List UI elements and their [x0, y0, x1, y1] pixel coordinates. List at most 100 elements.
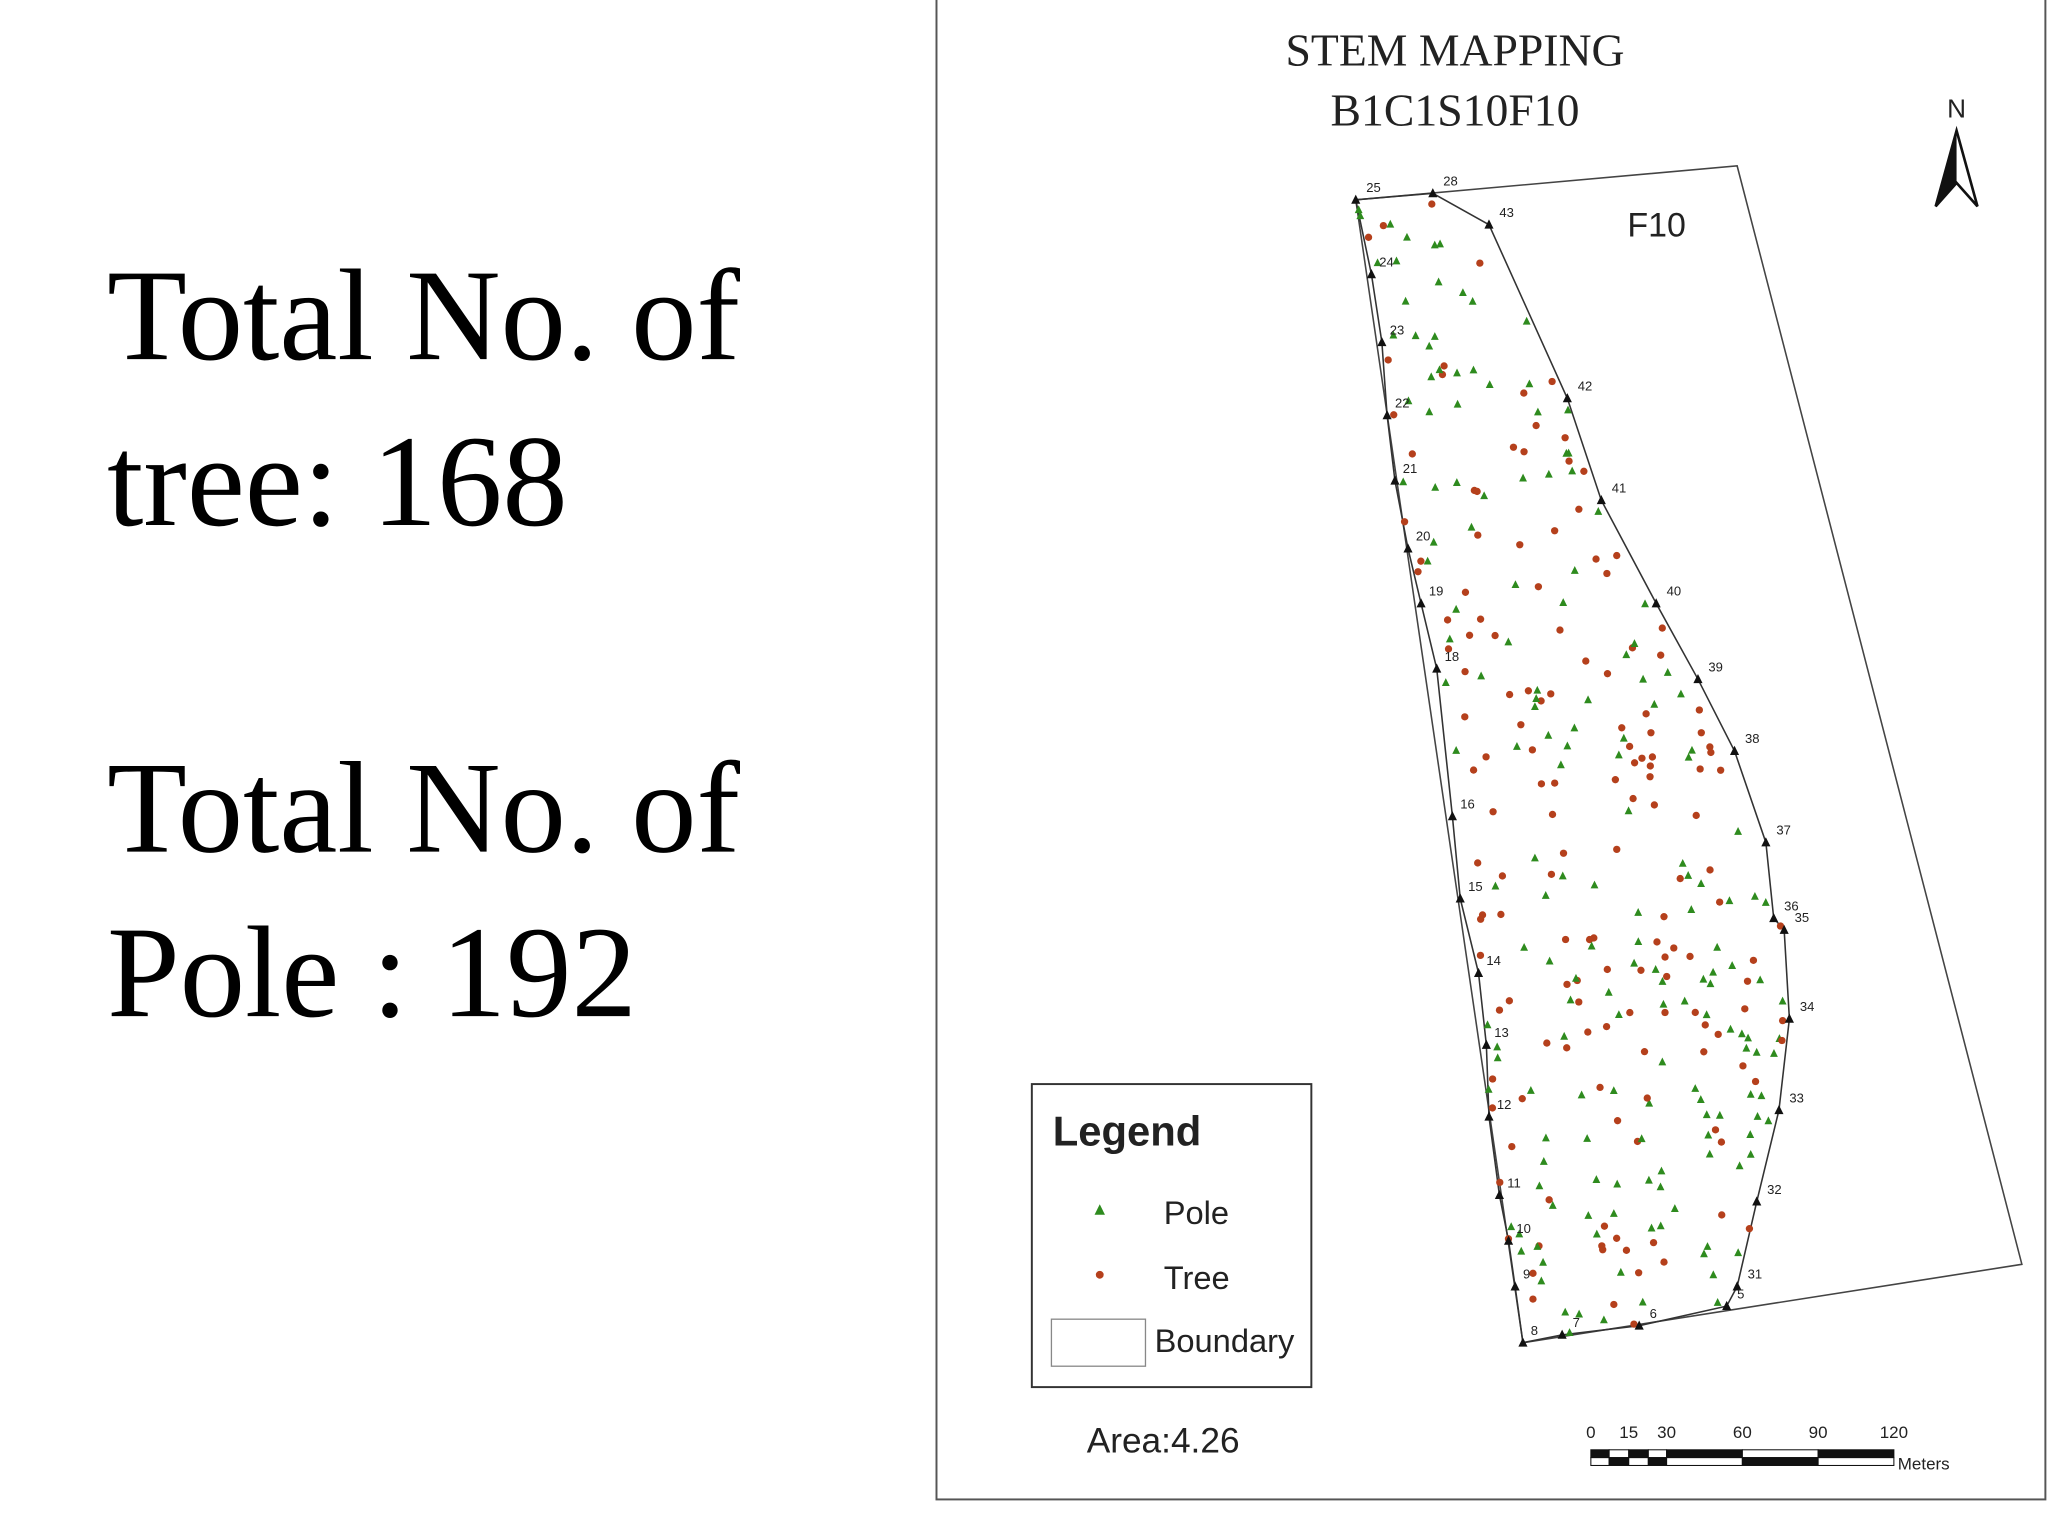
pole-point: [1425, 407, 1434, 416]
boundary-vertex: [1351, 194, 1361, 204]
pole-point: [1425, 341, 1434, 350]
pole-point: [1624, 806, 1633, 815]
tree-point: [1565, 457, 1573, 465]
pole-point: [1522, 316, 1531, 325]
tree-point: [1556, 626, 1564, 634]
scale-segment: [1590, 1457, 1610, 1466]
tree-point: [1592, 555, 1600, 563]
tree-point: [1461, 667, 1469, 676]
tree-point: [1537, 780, 1546, 788]
pole-point: [1647, 1223, 1656, 1232]
tree-point: [1400, 518, 1409, 526]
tree-point: [1575, 998, 1583, 1006]
tree-point: [1653, 938, 1661, 946]
tree-point: [1443, 616, 1452, 624]
pole-point: [1592, 1175, 1601, 1183]
pole-point: [1445, 634, 1454, 643]
map: STEM MAPPING B1C1S10F10 N F10 25 28 43 42 41…: [935, 0, 2047, 1501]
tree-point: [1534, 583, 1543, 591]
pole-point: [1705, 1149, 1714, 1158]
pole-point: [1614, 1010, 1623, 1019]
scale-segment: [1628, 1457, 1649, 1466]
pole-point: [1535, 1181, 1544, 1190]
tree-point: [1561, 935, 1570, 944]
pole-point: [1709, 967, 1718, 976]
vertex-label: 25: [1366, 180, 1381, 195]
tree-point: [1716, 766, 1725, 774]
summary-text: Pole : 192: [107, 901, 637, 1045]
pole-point: [1702, 1110, 1711, 1119]
pole-point: [1577, 1090, 1586, 1099]
legend-boundary-symbol: [1050, 1318, 1147, 1367]
tree-point: [1414, 568, 1422, 576]
pole-point: [1544, 730, 1553, 739]
pole-point: [1594, 507, 1603, 515]
pole-point: [1583, 1134, 1592, 1142]
legend-item: Tree: [1164, 1259, 1230, 1296]
tree-point: [1563, 980, 1571, 989]
tree-point: [1529, 1269, 1537, 1277]
pole-point: [1403, 232, 1411, 241]
pole-point: [1452, 604, 1461, 613]
pole-point: [1430, 332, 1439, 340]
pole-point: [1354, 205, 1363, 214]
tree-point: [1474, 531, 1482, 539]
tree-point: [1618, 724, 1626, 732]
scale-label: 0: [1586, 1423, 1595, 1442]
tree-point: [1496, 1178, 1504, 1187]
pole-point: [1572, 973, 1580, 982]
pole-point: [1696, 1095, 1705, 1104]
tree-point: [1657, 651, 1665, 659]
pole-point: [1435, 365, 1444, 374]
tree-point: [1548, 377, 1556, 386]
vertex-label: 38: [1745, 731, 1760, 746]
pole-point: [1558, 871, 1567, 880]
pole-point: [1709, 1270, 1718, 1279]
tree-point: [1670, 944, 1678, 952]
pole-point: [1584, 1211, 1593, 1219]
pole-point: [1670, 1204, 1679, 1212]
pole-point: [1507, 1222, 1516, 1231]
pole-point: [1539, 1257, 1547, 1266]
pole-point: [1735, 1161, 1744, 1170]
map-title: B1C1S10F10: [1331, 84, 1580, 135]
tree-point: [1741, 1005, 1749, 1013]
pole-point: [1761, 898, 1770, 906]
scale-bar: 0 15 30 60 90 120 Meters: [1586, 1423, 1950, 1473]
tree-point: [1498, 872, 1507, 880]
tree-point: [1603, 670, 1612, 678]
pole-point: [1658, 976, 1667, 985]
pole-point: [1423, 556, 1432, 565]
legend-tree-symbol: [1095, 1270, 1104, 1279]
pole-point: [1452, 478, 1461, 486]
pole-point: [1641, 599, 1649, 608]
scale-unit: Meters: [1898, 1454, 1950, 1473]
pole-point: [1566, 995, 1575, 1004]
boundary-vertex: [1732, 1281, 1742, 1291]
pole-point: [1764, 1116, 1773, 1125]
boundary-vertex: [1784, 1013, 1794, 1023]
boundary-vertex: [1504, 1235, 1514, 1245]
vertex-label: 35: [1795, 910, 1810, 925]
vertex-label: 42: [1578, 379, 1593, 394]
tree-point: [1749, 956, 1758, 965]
vertex-label: 8: [1531, 1323, 1538, 1338]
vertex-label: 19: [1429, 584, 1444, 599]
pole-point: [1493, 1042, 1502, 1051]
tree-point: [1478, 911, 1487, 919]
pole-point: [1562, 448, 1571, 457]
vertex-label: 33: [1789, 1090, 1804, 1105]
pole-point: [1511, 580, 1520, 589]
tree-point: [1612, 1234, 1621, 1242]
vertex-label: 23: [1390, 322, 1405, 337]
boundary-vertex: [1481, 1039, 1491, 1049]
scale-segment: [1647, 1449, 1668, 1459]
tree-point: [1626, 1008, 1634, 1017]
tree-point: [1384, 356, 1392, 364]
pole-point: [1401, 296, 1410, 305]
pole-point: [1533, 407, 1542, 416]
tree-point: [1582, 657, 1590, 665]
pole-point: [1532, 694, 1541, 702]
pole-point: [1525, 379, 1534, 388]
